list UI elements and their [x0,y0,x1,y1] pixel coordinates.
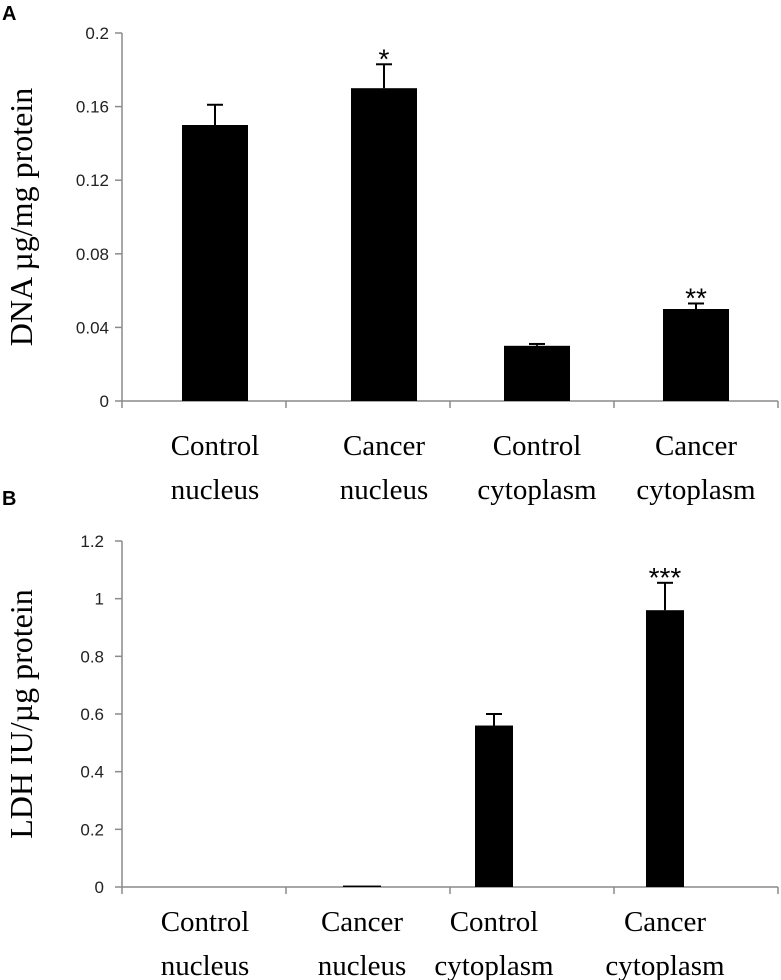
x-tick-label: Cancer [343,430,425,462]
x-tick-label: Control [161,906,250,938]
bar [343,885,381,887]
y-tick-label: 0.6 [80,705,104,724]
bar [646,610,684,887]
panel-a: A DNA µg/mg protein 0 0.04 0.08 0.12 0.16 0.2 Co… [2,3,779,506]
y-tick-label: 0.2 [80,820,104,839]
y-tick-label: 0.08 [76,245,109,264]
x-tick-label: cytoplasm [636,474,756,506]
y-tick-label: 0.16 [76,98,109,117]
significance-marker: *** [649,562,682,593]
panel-b: B LDH IU/µg protein 0 0.2 0.4 0.6 0.8 1 1.2 Contr… [2,488,779,980]
y-tick-label: 0 [95,878,104,897]
significance-marker: * [379,43,390,74]
x-tick-label: Control [450,906,539,938]
panel-label: B [2,488,16,510]
x-tick-label: Cancer [624,906,706,938]
x-tick-label: cytoplasm [434,950,554,980]
y-axis-label: DNA µg/mg protein [3,88,39,346]
x-tick-label: Control [171,430,260,462]
y-axis-label: LDH IU/µg protein [3,589,39,839]
x-tick-label: Control [493,430,582,462]
x-tick-label: cytoplasm [477,474,597,506]
bar [351,88,417,401]
x-tick-label: cytoplasm [605,950,725,980]
significance-marker: ** [685,282,707,313]
y-tick-label: 1 [95,590,104,609]
y-tick-label: 0 [100,392,109,411]
panel-label: A [2,3,16,25]
y-tick-label: 0.04 [76,318,109,337]
bar [663,309,729,401]
y-tick-label: 0.2 [85,24,109,43]
y-tick-label: 0.8 [80,647,104,666]
x-tick-label: nucleus [318,950,407,980]
x-tick-label: nucleus [171,474,260,506]
y-tick-label: 1.2 [80,532,104,551]
bar [504,345,570,401]
bar [475,725,513,887]
x-tick-label: nucleus [161,950,250,980]
x-tick-label: Cancer [321,906,403,938]
x-tick-label: nucleus [340,474,429,506]
y-tick-label: 0.12 [76,171,109,190]
y-tick-label: 0.4 [80,763,104,782]
bar [182,125,248,401]
x-tick-label: Cancer [655,430,737,462]
